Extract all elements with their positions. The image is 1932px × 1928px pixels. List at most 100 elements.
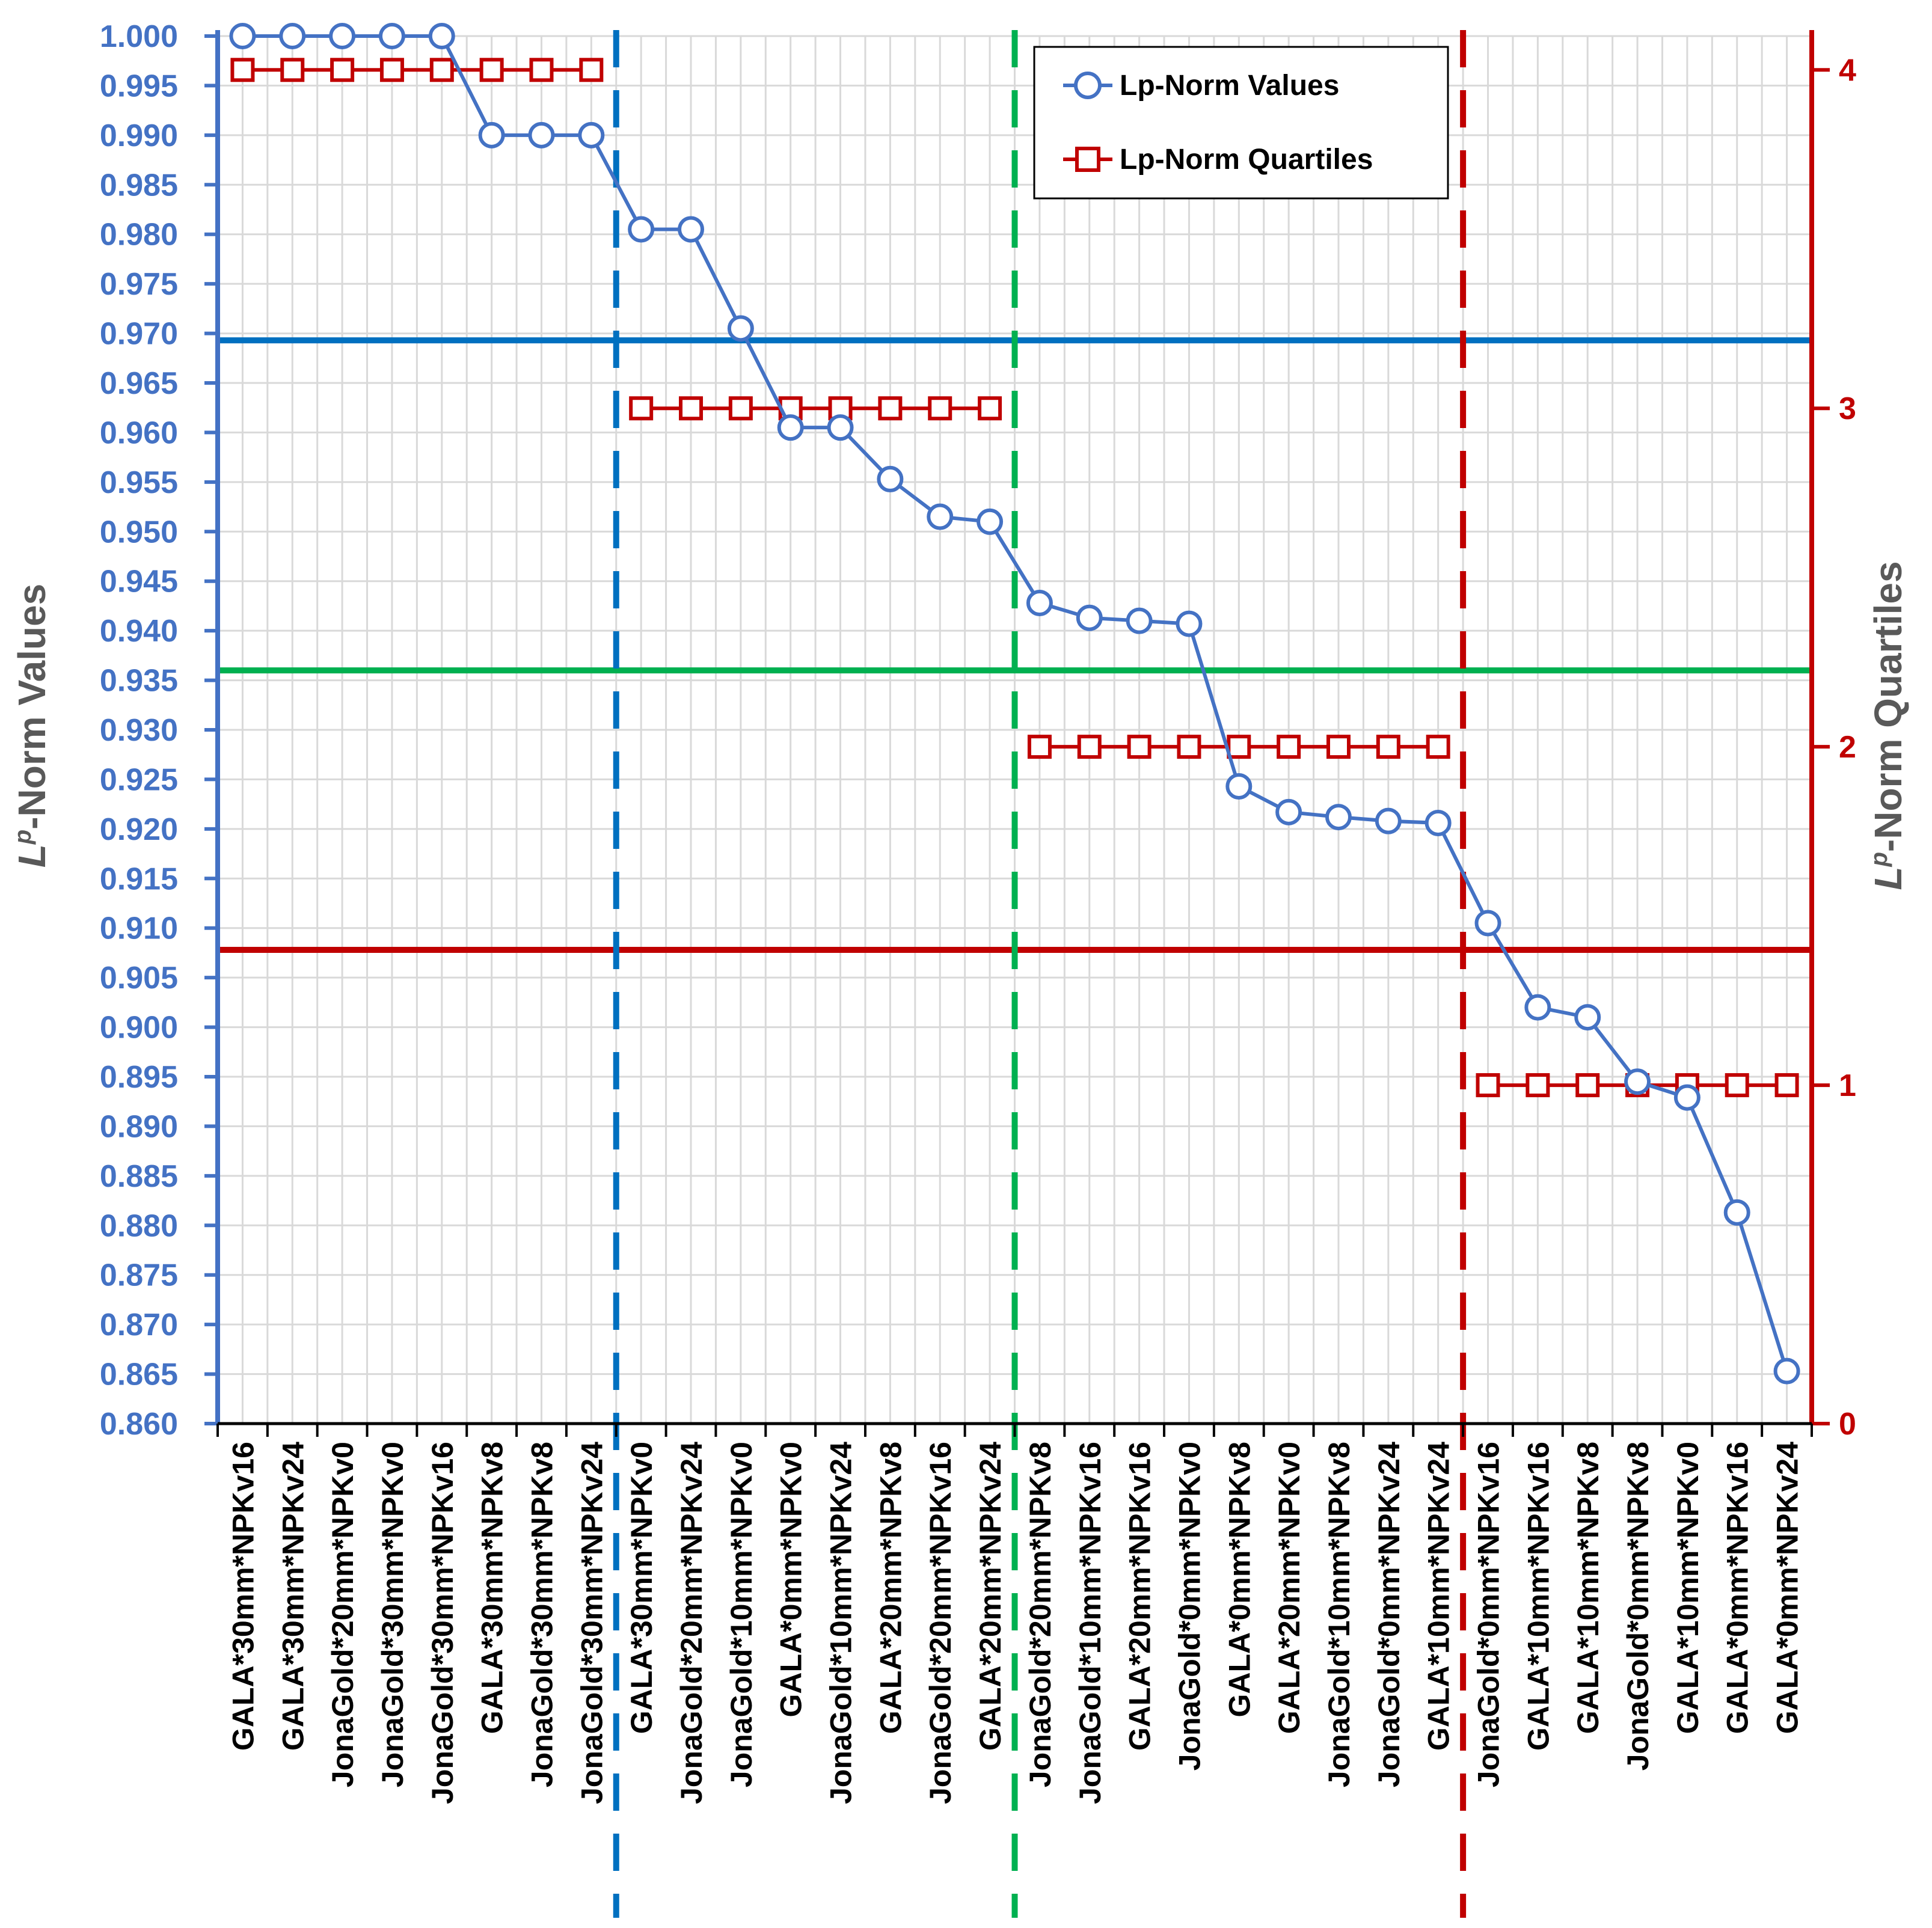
x-axis-tick-label: GALA*30mm*NPKv24 xyxy=(276,1442,310,1751)
x-axis-tick-label: JonaGold*10mm*NPKv16 xyxy=(1073,1442,1107,1804)
left-axis-tick-label: 0.870 xyxy=(100,1308,178,1342)
x-axis-tick-labels: GALA*30mm*NPKv16 GALA*30mm*NPKv24 JonaGold… xyxy=(226,1442,1804,1804)
left-axis-title: Lp-Norm Values xyxy=(10,584,54,868)
quartile-point xyxy=(1575,1073,1600,1098)
right-axis-tick-label: 0 xyxy=(1839,1407,1856,1442)
left-axis-tick-label: 0.980 xyxy=(100,218,178,252)
x-axis-tick-label: JonaGold*30mm*NPKv0 xyxy=(376,1442,409,1787)
left-axis-tick-label: 0.885 xyxy=(100,1159,178,1194)
values-point xyxy=(678,216,705,243)
quartile-point xyxy=(429,58,454,82)
quartile-point xyxy=(978,396,1002,421)
left-axis-tick-label: 0.900 xyxy=(100,1011,178,1045)
left-axis-tick-label: 0.945 xyxy=(100,565,178,599)
right-axis-tick-label: 3 xyxy=(1839,391,1856,426)
quartile-point xyxy=(1774,1073,1799,1098)
left-axis-tick-label: 0.910 xyxy=(100,911,178,946)
quartile-point xyxy=(928,396,952,421)
quartile-point xyxy=(529,58,554,82)
left-axis-tick-label: 0.960 xyxy=(100,415,178,450)
quartile-point xyxy=(379,58,404,82)
quartile-point xyxy=(1277,735,1301,759)
x-axis-tick-label: JonaGold*20mm*NPKv0 xyxy=(326,1442,360,1787)
x-axis-tick-label: JonaGold*0mm*NPKv8 xyxy=(1621,1442,1655,1770)
quartile-separator-lines xyxy=(613,30,1467,1918)
right-axis-tick-labels: 0 1 2 3 4 xyxy=(1839,53,1856,1442)
left-axis-tick-labels: 0.860 0.865 0.870 0.875 0.880 0.885 0.890 0.895… xyxy=(100,19,178,1442)
left-axis-tick-label: 0.925 xyxy=(100,762,178,797)
x-axis-tick-label: JonaGold*20mm*NPKv16 xyxy=(924,1442,957,1804)
x-axis-tick-label: GALA*10mm*NPKv24 xyxy=(1422,1442,1456,1751)
left-axis-tick-label: 0.895 xyxy=(100,1060,178,1095)
values-point xyxy=(977,508,1004,535)
left-axis-tick-label: 0.890 xyxy=(100,1109,178,1144)
values-point xyxy=(1275,798,1302,825)
quartile-point xyxy=(230,58,255,82)
quartile-point xyxy=(1426,735,1450,759)
quartile-point xyxy=(728,396,753,421)
legend-values-marker-icon xyxy=(1074,72,1102,99)
left-axis-tick-label: 0.990 xyxy=(100,118,178,153)
x-axis-tick-label: JonaGold*30mm*NPKv16 xyxy=(426,1442,459,1804)
values-point xyxy=(229,23,256,49)
quartile-point xyxy=(1476,1073,1500,1098)
x-axis-tick-label: JonaGold*30mm*NPKv24 xyxy=(575,1442,609,1804)
x-axis-tick-label: GALA*10mm*NPKv8 xyxy=(1571,1442,1605,1734)
quartile-point xyxy=(479,58,504,82)
values-point xyxy=(478,121,505,148)
quartile-point xyxy=(330,58,355,82)
left-axis-tick-label: 0.865 xyxy=(100,1357,178,1392)
left-axis-tick-label: 0.905 xyxy=(100,961,178,996)
quartile-point xyxy=(1177,735,1201,759)
left-axis-tick-label: 0.965 xyxy=(100,366,178,401)
left-axis-tick-label: 0.985 xyxy=(100,168,178,203)
x-axis-tick-label: JonaGold*0mm*NPKv0 xyxy=(1173,1442,1206,1770)
left-axis-tick-label: 0.860 xyxy=(100,1407,178,1442)
left-axis-tick-label: 0.995 xyxy=(100,69,178,103)
left-axis-tick-label: 0.940 xyxy=(100,614,178,649)
left-axis-tick-label: 1.000 xyxy=(100,19,178,54)
right-axis-tick-label: 1 xyxy=(1839,1068,1856,1103)
x-axis-tick-label: JonaGold*10mm*NPKv8 xyxy=(1322,1442,1356,1787)
legend: Lp-Norm Values Lp-Norm Quartiles xyxy=(1033,46,1449,200)
values-point xyxy=(1624,1068,1651,1095)
legend-quartiles-marker-icon xyxy=(1075,147,1100,172)
values-point xyxy=(1474,910,1501,937)
x-axis-tick-label: GALA*0mm*NPKv24 xyxy=(1771,1442,1805,1734)
left-axis-tick-label: 0.875 xyxy=(100,1258,178,1293)
x-axis-tick-label: JonaGold*0mm*NPKv16 xyxy=(1472,1442,1506,1787)
legend-quartiles-label: Lp-Norm Quartiles xyxy=(1120,144,1373,176)
values-point xyxy=(1026,589,1053,616)
left-axis-tick-label: 0.880 xyxy=(100,1208,178,1243)
values-point xyxy=(528,121,555,148)
x-axis-tick-label: GALA*30mm*NPKv16 xyxy=(226,1442,260,1751)
x-axis-tick-label: GALA*20mm*NPKv24 xyxy=(974,1442,1007,1751)
values-point xyxy=(1574,1004,1601,1031)
values-point xyxy=(329,23,356,49)
quartile-point xyxy=(280,58,305,82)
left-axis-tick-label: 0.935 xyxy=(100,664,178,699)
values-point xyxy=(1424,809,1452,836)
quartile-point xyxy=(1127,735,1152,759)
right-axis-tick-label: 4 xyxy=(1839,53,1856,88)
x-axis-tick-label: JonaGold*20mm*NPKv8 xyxy=(1023,1442,1057,1787)
values-point xyxy=(877,465,904,492)
quartile-point xyxy=(1077,735,1102,759)
values-point xyxy=(1225,773,1253,800)
quartile-point xyxy=(579,58,604,82)
values-point xyxy=(827,414,854,441)
right-axis-title: Lp-Norm Quartiles xyxy=(1866,561,1910,890)
x-axis-tick-label: JonaGold*30mm*NPKv8 xyxy=(525,1442,559,1787)
quartile-point xyxy=(878,396,903,421)
x-axis-tick-label: GALA*20mm*NPKv8 xyxy=(874,1442,907,1734)
left-axis-tick-label: 0.950 xyxy=(100,515,178,549)
right-axis-tick-label: 2 xyxy=(1839,730,1856,765)
values-point xyxy=(777,414,804,441)
quartile-point xyxy=(1326,735,1351,759)
values-point xyxy=(1126,607,1153,634)
quartile-point xyxy=(629,396,654,421)
quartile-point xyxy=(679,396,704,421)
quartile-point xyxy=(1526,1073,1550,1098)
series-lp-norm-values xyxy=(229,23,1800,1385)
